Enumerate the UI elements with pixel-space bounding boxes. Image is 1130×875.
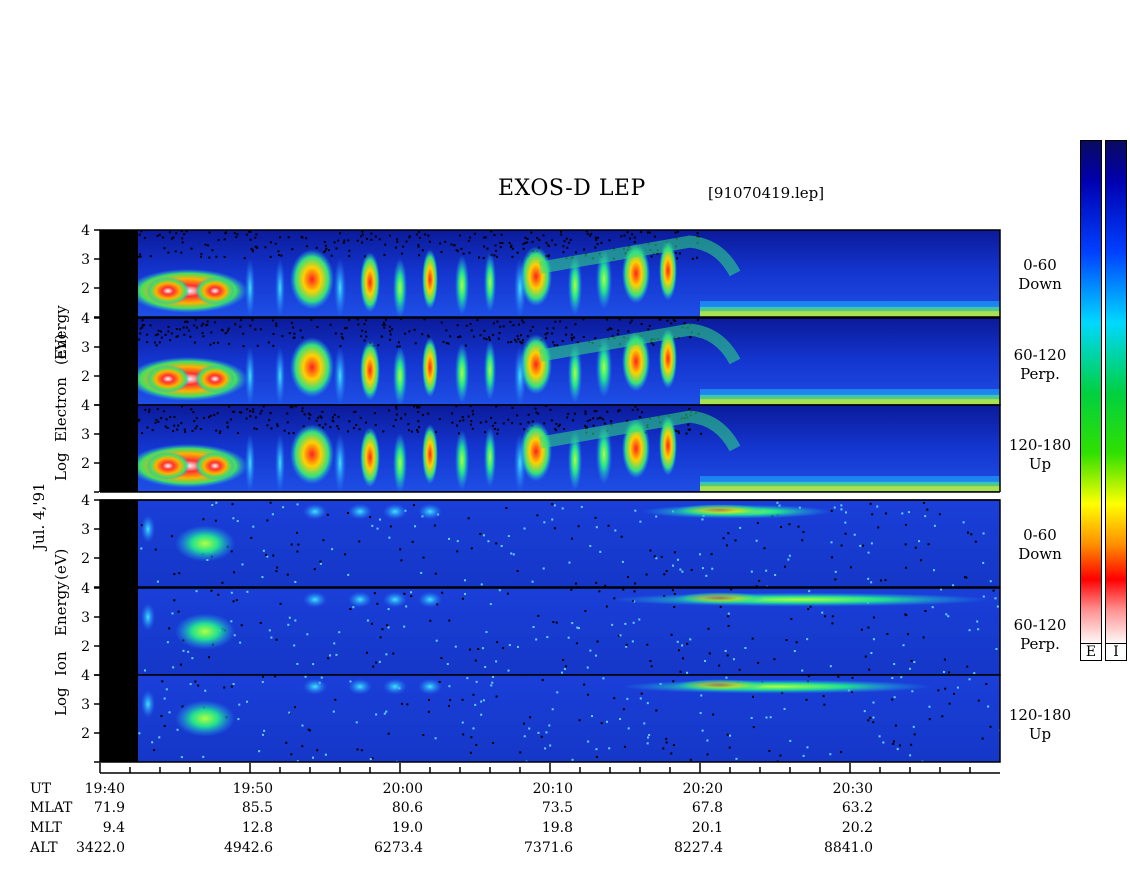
table-row-label: MLAT: [30, 800, 73, 816]
panel-ion-3: [99, 499, 1001, 588]
table-cell: 19.0: [391, 820, 423, 836]
y-tick-label: 4: [81, 311, 90, 327]
y-tick-label: 3: [81, 427, 90, 443]
panel-label-e-perp: 60-120 Perp.: [1013, 346, 1067, 383]
x-tick-label: 19:50: [232, 781, 273, 797]
ion-colorbar: [1105, 140, 1127, 646]
panel-label-i-up: 120-180 Up: [1008, 706, 1072, 743]
x-tick-label: 20:10: [532, 781, 573, 797]
ion-energy-word: Energy: [52, 581, 70, 636]
colorbar-label-i: I: [1105, 643, 1127, 661]
x-tick-label: 20:20: [682, 781, 723, 797]
table-cell: 12.8: [241, 820, 273, 836]
electron-word: Electron: [52, 377, 70, 442]
panel-frame: [99, 674, 1001, 763]
panel-label-i-down: 0-60 Down: [1018, 526, 1062, 563]
table-cell: 85.5: [241, 800, 273, 816]
panel-label-i-perp: 60-120 Perp.: [1013, 616, 1067, 653]
chart-title: EXOS-D LEP: [498, 176, 646, 201]
table-row-label: MLT: [30, 820, 62, 836]
y-tick-label: 4: [81, 493, 90, 509]
y-tick-label: 3: [81, 340, 90, 356]
y-tick-label: 4: [81, 581, 90, 597]
electron-log-word: Log: [52, 452, 70, 481]
x-tick-label: 20:00: [382, 781, 423, 797]
table-cell: 19.8: [541, 820, 573, 836]
data-gap: [100, 500, 138, 587]
panel-label-e-up: 120-180 Up: [1008, 436, 1072, 473]
data-gap: [100, 318, 138, 405]
y-tick-label: 2: [81, 726, 90, 742]
table-cell: 63.2: [841, 800, 873, 816]
ion-log-word: Log: [52, 687, 70, 716]
table-cell: 8841.0: [824, 840, 873, 856]
colorbar-label-e: E: [1080, 643, 1102, 661]
electron-colorbar: [1080, 140, 1102, 646]
y-tick-label: 2: [81, 369, 90, 385]
y-tick-label: 3: [81, 522, 90, 538]
data-gap: [100, 588, 138, 675]
y-tick-label: 4: [81, 398, 90, 414]
y-tick-label: 3: [81, 610, 90, 626]
date-label: Jul. 4,'91: [30, 482, 48, 550]
table-cell: 8227.4: [674, 840, 723, 856]
table-cell: 20.2: [841, 820, 873, 836]
table-cell: 6273.4: [374, 840, 423, 856]
panel-label-e-down: 0-60 Down: [1018, 256, 1062, 293]
data-gap: [100, 675, 138, 762]
table-cell: 67.8: [691, 800, 723, 816]
table-cell: 4942.6: [224, 840, 273, 856]
table-cell: 9.4: [102, 820, 125, 836]
table-cell: 80.6: [391, 800, 423, 816]
x-tick-label: 19:40: [84, 781, 125, 797]
data-gap: [100, 405, 138, 492]
panel-frame: [99, 229, 1001, 318]
x-tick-label: 20:30: [832, 781, 873, 797]
table-cell: 73.5: [541, 800, 573, 816]
panel-ion-4: [99, 587, 1001, 676]
table-cell: 3422.0: [76, 840, 125, 856]
table-cell: 71.9: [93, 800, 125, 816]
panel-electron-2: [99, 404, 1001, 493]
y-tick-label: 3: [81, 697, 90, 713]
y-tick-label: 3: [81, 252, 90, 268]
panel-ion-5: [99, 674, 1001, 763]
y-tick-label: 2: [81, 281, 90, 297]
electron-energy-word: Energy: [52, 305, 70, 360]
y-tick-label: 4: [81, 223, 90, 239]
table-cell: 20.1: [691, 820, 723, 836]
y-tick-label: 2: [81, 639, 90, 655]
data-gap: [100, 230, 138, 317]
ion-word: Ion: [52, 651, 70, 676]
table-cell: 7371.6: [524, 840, 573, 856]
file-name: [91070419.lep]: [708, 184, 825, 202]
panel-electron-1: [99, 317, 1001, 406]
table-row-label: UT: [30, 781, 52, 797]
y-tick-label: 2: [81, 456, 90, 472]
ion-energy-unit: (eV): [52, 548, 70, 580]
table-row-label: ALT: [30, 840, 58, 856]
y-tick-label: 4: [81, 668, 90, 684]
y-tick-label: 2: [81, 551, 90, 567]
panel-electron-0: [99, 229, 1001, 318]
